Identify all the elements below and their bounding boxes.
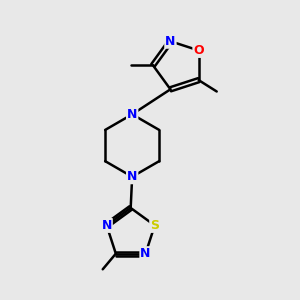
Text: N: N xyxy=(127,170,137,183)
Text: S: S xyxy=(150,219,159,232)
Text: N: N xyxy=(101,219,112,232)
Text: N: N xyxy=(127,108,137,121)
Text: O: O xyxy=(194,44,204,57)
Text: N: N xyxy=(140,247,151,260)
Text: N: N xyxy=(165,35,176,48)
